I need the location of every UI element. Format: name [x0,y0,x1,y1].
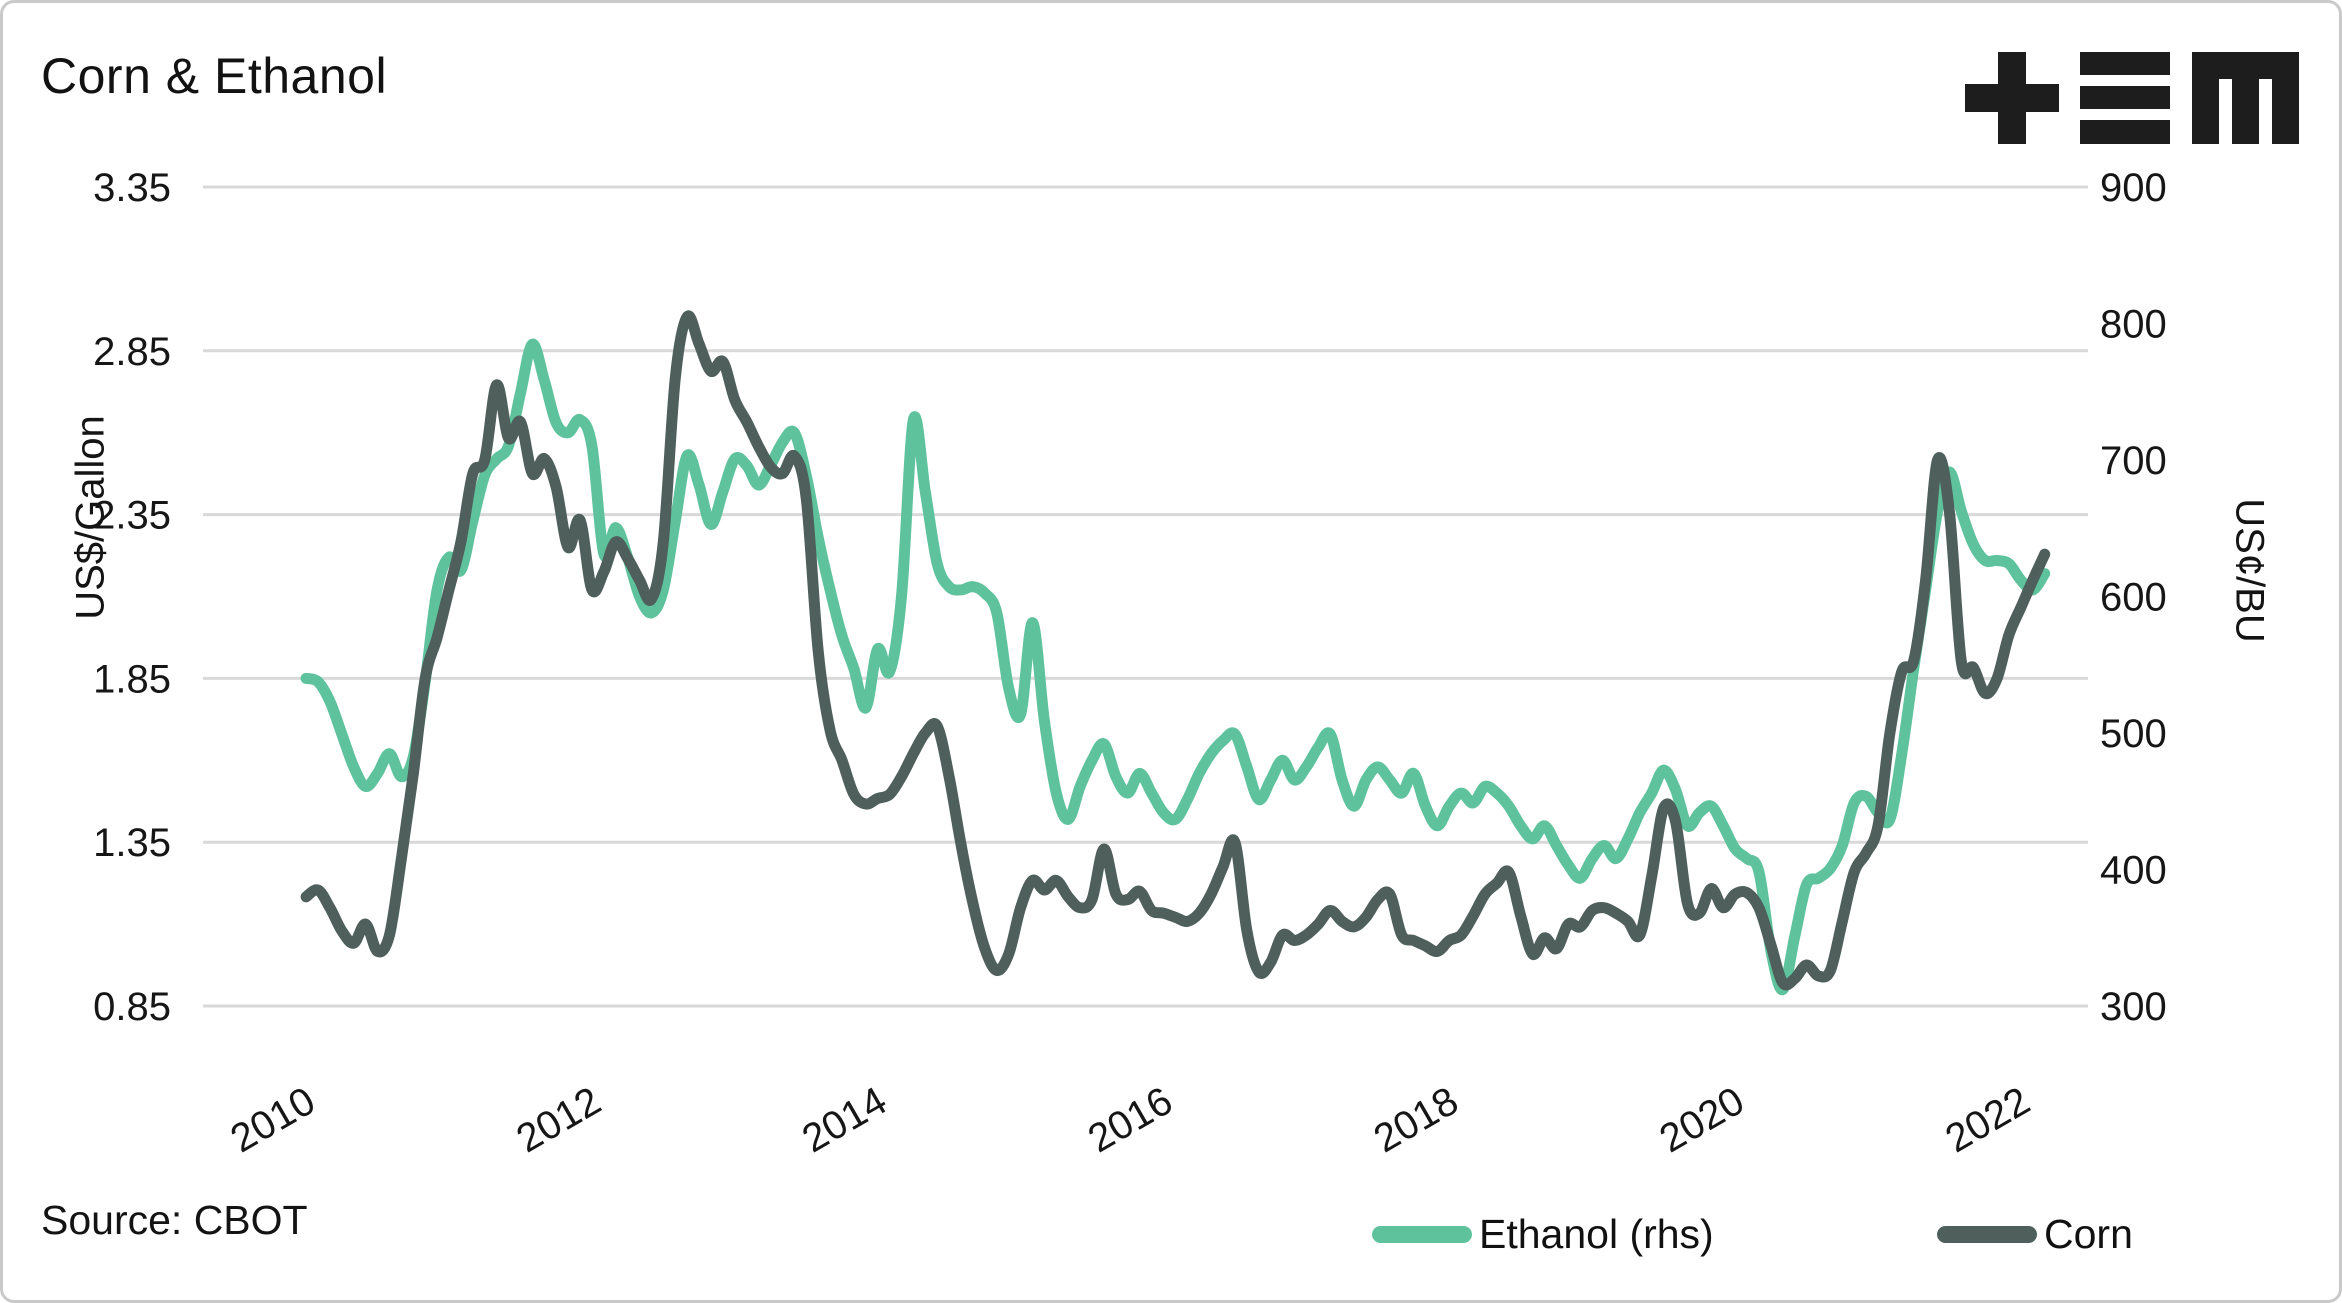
legend-swatch-ethanol-icon [1372,1226,1472,1243]
right-axis-tick-label: 800 [2100,303,2167,347]
line-chart: 3.35 2.85 2.35 1.85 1.35 0.85 900 800 700 600 500 4… [93,166,2167,1162]
right-axis-tick-label: 400 [2100,849,2167,893]
left-axis-tick-label: 2.35 [93,494,171,538]
left-axis-tick-label: 2.85 [93,330,171,374]
x-axis-tick-label: 2012 [509,1079,608,1162]
x-axis-tick-label: 2020 [1652,1079,1751,1162]
x-axis-tick-label: 2016 [1081,1079,1180,1162]
legend-item-corn: Corn [1937,1211,2133,1258]
legend-swatch-corn-icon [1937,1226,2037,1243]
right-axis-title: US¢/BU [2227,498,2272,643]
left-axis-tick-label: 3.35 [93,166,171,210]
right-axis-tick-label: 600 [2100,576,2167,620]
page-title: Corn & Ethanol [41,48,388,104]
left-axis-tick-label: 1.85 [93,657,171,701]
legend-item-ethanol: Ethanol (rhs) [1372,1211,1714,1258]
right-axis-tick-label: 900 [2100,166,2167,210]
legend-label-corn: Corn [2044,1211,2133,1257]
right-axis-tick-label: 700 [2100,439,2167,483]
series-line-corn [300,310,2051,991]
legend-label-ethanol: Ethanol (rhs) [1479,1211,1714,1257]
x-axis-tick-label: 2014 [795,1079,894,1162]
plus-triple-bar-m-logo-icon [1965,52,2299,144]
series-line-ethanol-rhs [300,338,2051,996]
right-axis-tick-label: 500 [2100,712,2167,756]
x-axis-tick-label: 2022 [1938,1079,2037,1162]
source-note: Source: CBOT [41,1197,308,1243]
left-axis-tick-label: 0.85 [93,985,171,1029]
left-axis-tick-label: 1.35 [93,821,171,865]
right-axis-tick-label: 300 [2100,985,2167,1029]
x-axis-tick-label: 2018 [1367,1079,1466,1162]
left-axis-title: US$/Gallon [68,415,113,620]
x-axis-tick-label: 2010 [223,1079,322,1162]
